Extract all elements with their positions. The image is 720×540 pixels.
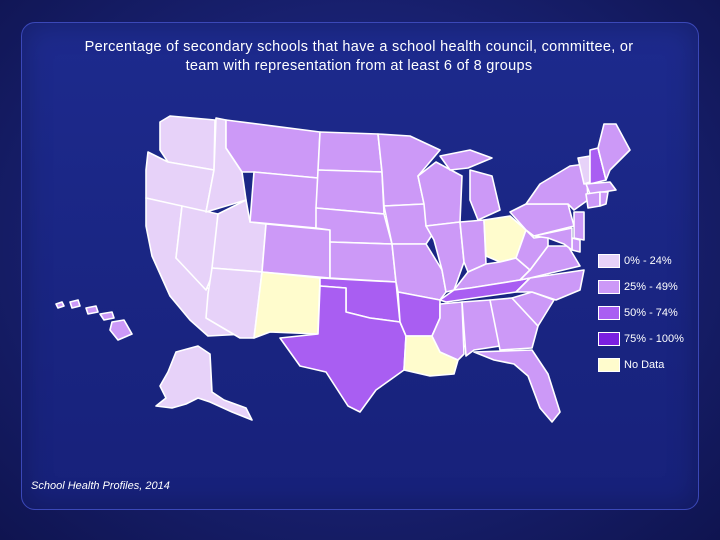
- state-WI: [417, 161, 463, 227]
- legend-label: 75% - 100%: [624, 333, 684, 345]
- state-ME: [597, 123, 631, 181]
- state-HI: [55, 299, 133, 341]
- state-DE: [571, 237, 581, 253]
- legend-label: No Data: [624, 359, 665, 371]
- state-KS: [329, 241, 397, 283]
- legend-label: 25% - 49%: [624, 281, 678, 293]
- source-note: School Health Profiles, 2014: [31, 480, 170, 492]
- state-SD: [315, 169, 385, 215]
- state-AK: [155, 345, 253, 421]
- map-title-line-2: team with representation from at least 6…: [185, 58, 533, 74]
- state-NM: [253, 271, 321, 339]
- state-WY: [249, 171, 319, 229]
- map-title: Percentage of secondary schools that hav…: [21, 38, 697, 76]
- state-RI: [599, 191, 609, 207]
- map-title-line-1: Percentage of secondary schools that hav…: [84, 39, 634, 55]
- legend-label: 50% - 74%: [624, 307, 678, 319]
- state-AL: [461, 299, 501, 357]
- state-MD: [533, 227, 573, 251]
- legend-swatch: [598, 332, 620, 346]
- state-FL: [473, 349, 561, 423]
- state-TX: [279, 285, 407, 413]
- legend-swatch: [598, 254, 620, 268]
- state-GA: [489, 297, 539, 351]
- state-IA: [383, 203, 435, 245]
- state-NJ: [573, 211, 585, 241]
- state-CT: [585, 191, 601, 209]
- state-AR: [397, 291, 441, 337]
- legend-swatch: [598, 280, 620, 294]
- state-MI: [439, 149, 501, 221]
- state-ND: [317, 131, 383, 173]
- legend-label: 0% - 24%: [624, 255, 672, 267]
- state-MO: [391, 243, 447, 301]
- state-CO: [261, 223, 331, 279]
- legend-swatch: [598, 358, 620, 372]
- legend-swatch: [598, 306, 620, 320]
- state-MT: [225, 119, 321, 179]
- state-NY: [525, 163, 589, 211]
- state-MA: [585, 181, 617, 195]
